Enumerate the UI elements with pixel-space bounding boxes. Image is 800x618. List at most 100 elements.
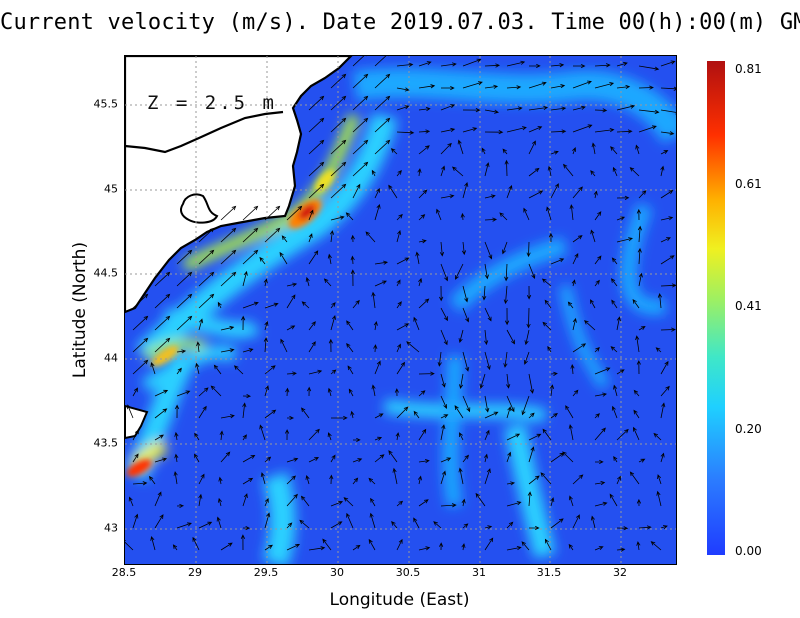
velocity-arrow: [610, 346, 618, 353]
velocity-arrow: [132, 513, 139, 529]
velocity-arrow: [374, 280, 387, 287]
velocity-arrow: [260, 472, 266, 485]
velocity-arrow: [483, 453, 488, 463]
velocity-arrow: [633, 389, 640, 397]
velocity-arrow: [550, 258, 565, 265]
velocity-arrow: [528, 446, 535, 463]
velocity-arrow: [242, 454, 256, 463]
velocity-arrow: [440, 104, 456, 111]
y-tick-label: 45: [104, 182, 118, 196]
velocity-arrow: [264, 365, 276, 375]
velocity-arrow: [176, 390, 191, 397]
velocity-arrow: [415, 251, 420, 265]
velocity-arrow: [550, 63, 565, 68]
velocity-arrow: [660, 189, 674, 199]
velocity-arrow: [616, 428, 629, 441]
velocity-arrow: [259, 256, 266, 265]
velocity-arrow: [330, 369, 337, 375]
velocity-arrow: [264, 205, 281, 221]
velocity-arrow: [154, 337, 171, 353]
velocity-arrow: [263, 278, 268, 287]
velocity-arrow: [132, 429, 139, 441]
velocity-arrow: [220, 325, 235, 331]
velocity-arrow: [308, 139, 325, 155]
velocity-arrow: [220, 414, 235, 419]
velocity-arrow: [506, 451, 512, 463]
velocity-arrow: [549, 384, 555, 397]
velocity-arrow: [616, 216, 626, 221]
velocity-arrow: [218, 476, 223, 485]
velocity-arrow: [528, 140, 536, 155]
velocity-arrow: [308, 428, 320, 441]
velocity-arrow: [484, 217, 498, 222]
velocity-arrow: [396, 500, 404, 507]
velocity-arrow: [323, 278, 332, 287]
velocity-arrow: [547, 165, 552, 177]
velocity-arrow: [550, 183, 559, 199]
velocity-arrow: [636, 541, 641, 551]
velocity-arrow: [305, 276, 310, 287]
velocity-arrow: [461, 241, 467, 256]
velocity-arrow: [327, 253, 332, 265]
velocity-arrow: [154, 293, 171, 309]
y-tick-label: 43: [104, 521, 118, 535]
velocity-arrow: [352, 73, 369, 89]
velocity-arrow: [154, 389, 169, 397]
velocity-arrow: [132, 481, 148, 486]
velocity-arrow: [502, 241, 508, 255]
velocity-arrow: [542, 428, 552, 441]
velocity-arrow: [330, 215, 345, 221]
velocity-arrow: [506, 373, 511, 389]
velocity-arrow: [462, 127, 478, 133]
velocity-arrow: [437, 351, 442, 367]
velocity-arrow: [616, 369, 625, 375]
y-tick-label: 44: [104, 351, 118, 365]
velocity-arrow: [374, 260, 389, 265]
velocity-arrow: [305, 475, 310, 485]
velocity-arrow: [458, 329, 464, 343]
velocity-arrow: [550, 413, 558, 419]
velocity-arrow: [346, 512, 354, 529]
colorbar: [707, 61, 725, 555]
velocity-arrow: [220, 205, 237, 221]
velocity-arrow: [391, 520, 398, 529]
velocity-arrow: [660, 452, 665, 463]
velocity-arrow: [176, 293, 193, 309]
velocity-arrow: [413, 410, 420, 419]
velocity-arrow: [460, 212, 465, 221]
velocity-arrow: [308, 233, 313, 243]
velocity-arrow: [455, 263, 464, 280]
velocity-arrow: [636, 498, 642, 507]
velocity-arrow: [174, 404, 180, 419]
velocity-arrow: [528, 373, 535, 394]
velocity-arrow: [660, 283, 676, 288]
velocity-arrow: [506, 406, 512, 419]
velocity-arrow: [638, 85, 654, 90]
velocity-arrow: [632, 299, 640, 309]
velocity-arrow: [613, 384, 618, 397]
velocity-arrow: [484, 525, 493, 530]
velocity-arrow: [484, 307, 492, 322]
velocity-arrow: [526, 285, 532, 300]
colorbar-tick-label: 0.00: [735, 544, 762, 558]
depth-label: Z = 2.5 m: [147, 92, 277, 114]
velocity-arrow: [636, 208, 641, 221]
velocity-arrow: [594, 82, 615, 89]
velocity-arrow: [396, 105, 410, 111]
velocity-arrow: [572, 124, 593, 133]
velocity-arrow: [528, 167, 540, 177]
velocity-arrow: [370, 497, 376, 507]
velocity-arrow: [650, 541, 662, 551]
velocity-arrow: [154, 457, 168, 463]
velocity-arrow: [352, 183, 361, 199]
velocity-arrow: [394, 388, 399, 397]
velocity-arrow: [286, 493, 298, 507]
velocity-arrow: [457, 139, 464, 155]
velocity-arrow: [176, 271, 193, 287]
velocity-arrow: [327, 387, 332, 397]
velocity-arrow: [544, 538, 552, 551]
velocity-arrow: [308, 183, 325, 199]
x-tick-label: 28.5: [111, 566, 137, 579]
velocity-arrow: [329, 474, 334, 485]
velocity-arrow: [150, 362, 156, 375]
